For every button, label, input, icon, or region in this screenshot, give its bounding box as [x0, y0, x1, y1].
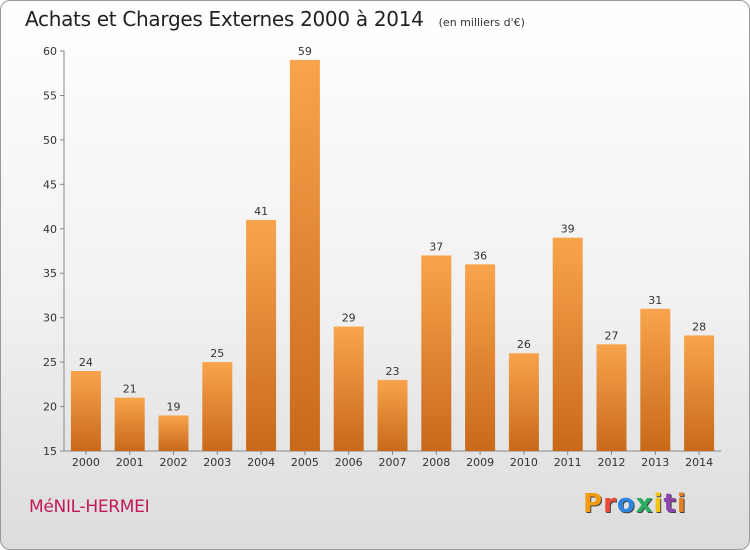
- x-tick-label: 2010: [510, 456, 538, 469]
- bar: [640, 308, 671, 451]
- data-label: 25: [210, 347, 224, 360]
- logo-letter: i: [676, 489, 687, 519]
- x-tick-label: 2009: [466, 456, 494, 469]
- y-tick-label: 45: [43, 178, 57, 191]
- y-tick-label: 30: [43, 312, 57, 325]
- y-tick-label: 25: [43, 356, 57, 369]
- logo-letter: t: [663, 489, 677, 519]
- x-tick-label: 2011: [554, 456, 582, 469]
- x-tick-label: 2000: [72, 456, 100, 469]
- x-tick-label: 2012: [598, 456, 626, 469]
- data-label: 41: [254, 205, 268, 218]
- logo-letter: o: [616, 489, 636, 519]
- bar: [70, 371, 101, 451]
- bar: [552, 237, 583, 451]
- bar: [202, 362, 233, 451]
- proxiti-logo: Proxiti: [583, 489, 687, 519]
- x-tick-label: 2014: [685, 456, 713, 469]
- y-tick-label: 15: [43, 445, 57, 458]
- data-label: 19: [167, 400, 181, 413]
- x-tick-label: 2007: [379, 456, 407, 469]
- x-tick-label: 2006: [335, 456, 363, 469]
- chart-unit: (en milliers d'€): [438, 16, 525, 29]
- y-tick-label: 50: [43, 134, 57, 147]
- y-tick-label: 20: [43, 401, 57, 414]
- data-label: 24: [79, 356, 93, 369]
- data-label: 26: [517, 338, 531, 351]
- bar: [114, 397, 145, 451]
- data-label: 21: [123, 383, 137, 396]
- logo-letter: r: [603, 489, 617, 519]
- data-label: 37: [429, 240, 443, 253]
- bar: [508, 353, 539, 451]
- y-tick-label: 60: [43, 45, 57, 58]
- x-tick-label: 2003: [203, 456, 231, 469]
- x-tick-label: 2005: [291, 456, 319, 469]
- data-label: 29: [342, 312, 356, 325]
- y-tick-label: 35: [43, 267, 57, 280]
- bar: [421, 255, 452, 451]
- x-tick-label: 2002: [160, 456, 188, 469]
- commune-name: MéNIL-HERMEI: [29, 497, 150, 517]
- y-tick-label: 40: [43, 223, 57, 236]
- data-label: 27: [605, 329, 619, 342]
- y-tick-label: 55: [43, 89, 57, 102]
- bar: [596, 344, 627, 451]
- data-label: 36: [473, 249, 487, 262]
- bar: [684, 335, 715, 451]
- bar: [333, 326, 364, 451]
- logo-letter: i: [653, 489, 664, 519]
- data-label: 39: [561, 223, 575, 236]
- bar: [465, 264, 496, 451]
- x-tick-label: 2001: [116, 456, 144, 469]
- x-tick-label: 2013: [641, 456, 669, 469]
- bar: [377, 379, 408, 451]
- data-label: 23: [386, 365, 400, 378]
- data-label: 31: [648, 294, 662, 307]
- bar: [158, 415, 189, 451]
- data-label: 59: [298, 45, 312, 58]
- bar: [289, 59, 320, 452]
- chart-title: Achats et Charges Externes 2000 à 2014: [25, 7, 424, 31]
- x-tick-label: 2008: [422, 456, 450, 469]
- bar: [246, 219, 277, 451]
- logo-letter: x: [635, 489, 654, 519]
- title-row: Achats et Charges Externes 2000 à 2014 (…: [25, 7, 525, 31]
- logo-letter: P: [583, 489, 604, 519]
- data-label: 28: [692, 320, 706, 333]
- x-tick-label: 2004: [247, 456, 275, 469]
